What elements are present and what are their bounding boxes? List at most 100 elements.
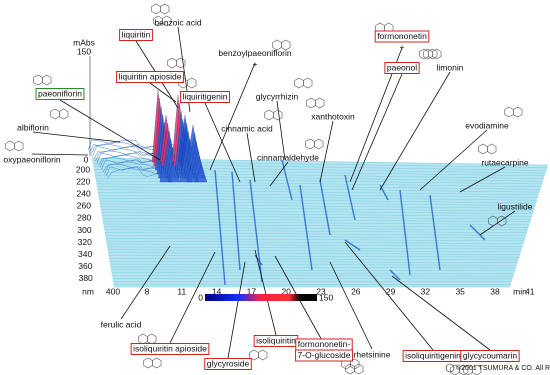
wavelength-tick: 200 bbox=[76, 164, 90, 174]
structures bbox=[5, 3, 523, 375]
structure bbox=[33, 74, 43, 86]
streak bbox=[249, 179, 263, 283]
label-frame bbox=[384, 62, 420, 74]
leader-line bbox=[149, 82, 177, 103]
time-unit: min bbox=[513, 286, 527, 296]
wavelength-tick: 380 bbox=[79, 273, 93, 283]
structure bbox=[162, 15, 172, 27]
structure bbox=[419, 48, 429, 60]
compound-label: isoliquiritin bbox=[256, 335, 296, 345]
streak bbox=[299, 184, 313, 271]
compound-label: liquiritin bbox=[122, 29, 151, 39]
compound-label: isoliquiritin apioside bbox=[133, 343, 207, 353]
compound-label: benzoic acid bbox=[154, 17, 202, 27]
surface-line bbox=[103, 223, 529, 228]
structure bbox=[504, 106, 514, 118]
structure bbox=[497, 215, 507, 227]
time-tick: 11 bbox=[177, 286, 186, 296]
streak bbox=[389, 269, 401, 281]
surface-fill bbox=[92, 158, 548, 287]
label-frame bbox=[180, 91, 230, 103]
surface-line bbox=[105, 238, 525, 242]
compound-label: xanthotoxin bbox=[311, 111, 355, 121]
streak bbox=[214, 169, 226, 286]
time-tick: 17 bbox=[247, 286, 257, 296]
surface-line bbox=[97, 192, 538, 198]
leader-line bbox=[269, 161, 289, 187]
wavelength-tick: 340 bbox=[78, 249, 92, 259]
streak bbox=[319, 179, 331, 236]
compound-label: albiflorin bbox=[17, 122, 49, 132]
structure bbox=[354, 363, 364, 375]
copyright: ©2001 TSUMURA & CO. All Rights Reserved. bbox=[456, 364, 550, 372]
wavelength-tick: 240 bbox=[77, 188, 91, 198]
label-frame bbox=[295, 349, 353, 362]
compound-label: isoliquiritigenin bbox=[405, 350, 461, 360]
intensity-min: 0 bbox=[84, 154, 89, 164]
leader-line bbox=[379, 71, 451, 191]
color-bar bbox=[205, 294, 317, 301]
surface-line bbox=[99, 200, 536, 206]
compound-label: benzoylpaeoniflorin bbox=[218, 48, 292, 58]
structure bbox=[160, 3, 170, 15]
compound-label: oxypaeoniflorin bbox=[3, 154, 60, 164]
structure bbox=[314, 138, 324, 150]
wavelength-tick: 360 bbox=[78, 261, 92, 271]
compound-label: rutaecarpine bbox=[481, 157, 529, 167]
structure bbox=[5, 140, 15, 152]
labels: mAbs1500200220240260280300320340360380nm… bbox=[3, 17, 535, 370]
structure bbox=[167, 57, 177, 69]
label-frame bbox=[204, 358, 252, 370]
structure bbox=[143, 357, 153, 369]
wavelength-tick: 280 bbox=[77, 213, 91, 223]
compound-label: limonin bbox=[437, 62, 464, 72]
surface-line bbox=[103, 226, 528, 231]
chromatogram-surface bbox=[87, 89, 549, 288]
structure bbox=[59, 108, 69, 120]
surface-line bbox=[98, 197, 537, 204]
leader-line bbox=[209, 62, 256, 171]
compound-label: + bbox=[253, 59, 258, 69]
leader-line bbox=[391, 275, 491, 351]
surface-line bbox=[107, 246, 522, 250]
leader-line bbox=[254, 249, 277, 336]
streak bbox=[429, 194, 441, 271]
intensity-unit: mAbs bbox=[73, 37, 95, 47]
leader-line bbox=[351, 73, 403, 191]
time-tick: 29 bbox=[386, 286, 396, 296]
label-frame bbox=[119, 29, 153, 41]
streak bbox=[469, 224, 486, 241]
compound-label: liquiritin apioside bbox=[119, 71, 182, 81]
leader-line bbox=[319, 120, 334, 183]
compound-label: paeoniflorin bbox=[38, 88, 82, 98]
surface-line bbox=[111, 269, 516, 271]
structure bbox=[273, 109, 283, 121]
surface-line bbox=[104, 229, 527, 234]
compound-label: paeonol bbox=[387, 62, 417, 72]
structure bbox=[306, 97, 316, 109]
compound-label: evodiamine bbox=[465, 120, 509, 130]
time-tick: 14 bbox=[212, 286, 222, 296]
surface-line bbox=[109, 258, 519, 261]
compound-label: glycyrrhizin bbox=[256, 91, 299, 101]
streak bbox=[344, 174, 356, 221]
leader-line bbox=[276, 100, 286, 161]
time-tick: 38 bbox=[490, 286, 500, 296]
streak bbox=[231, 171, 241, 271]
compound-label: formononetin- bbox=[298, 339, 351, 349]
surface-line bbox=[98, 195, 538, 201]
surface-line bbox=[106, 240, 524, 244]
surface-line bbox=[107, 249, 521, 253]
compound-label: cinnamaldehyde bbox=[257, 152, 319, 162]
streak bbox=[254, 254, 263, 266]
structure bbox=[423, 48, 433, 60]
label-frame bbox=[35, 88, 85, 100]
label-frame bbox=[460, 350, 520, 362]
leader-line bbox=[246, 132, 256, 183]
structure bbox=[315, 97, 325, 109]
color-bar-max: 150 bbox=[319, 292, 333, 302]
structure bbox=[42, 74, 52, 86]
structure bbox=[303, 77, 313, 89]
